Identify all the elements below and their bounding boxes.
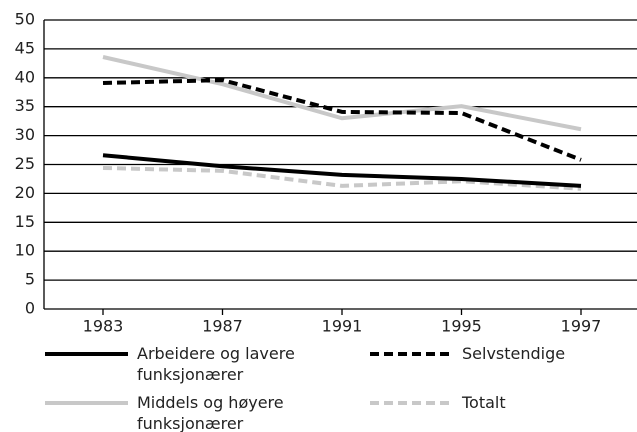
- legend-label: Middels og høyere funksjonærer: [137, 393, 284, 432]
- series-line: [102, 55, 582, 132]
- y-tick-label: 45: [15, 38, 35, 57]
- x-tick-label: 1987: [202, 317, 243, 336]
- series-line: [102, 78, 582, 162]
- y-tick-label: 25: [15, 154, 35, 173]
- y-tick-label: 15: [15, 212, 35, 231]
- y-tick-label: 10: [15, 241, 35, 260]
- y-tick-label: 0: [25, 299, 35, 318]
- x-tick-label: 1983: [83, 317, 124, 336]
- y-tick-label: 40: [15, 67, 35, 86]
- y-tick-label: 35: [15, 96, 35, 115]
- legend-label: Arbeidere og lavere funksjonærer: [137, 344, 295, 384]
- x-tick-label: 1997: [561, 317, 602, 336]
- y-tick-label: 5: [25, 270, 35, 289]
- legend-label: Selvstendige: [462, 344, 566, 363]
- y-tick-label: 20: [15, 183, 35, 202]
- x-tick-label: 1991: [322, 317, 363, 336]
- y-tick-label: 50: [15, 10, 35, 29]
- y-tick-label: 30: [15, 125, 35, 144]
- legend-label: Totalt: [462, 393, 506, 412]
- series-line: [102, 165, 582, 191]
- series-line: [102, 153, 582, 188]
- x-tick-label: 1995: [441, 317, 482, 336]
